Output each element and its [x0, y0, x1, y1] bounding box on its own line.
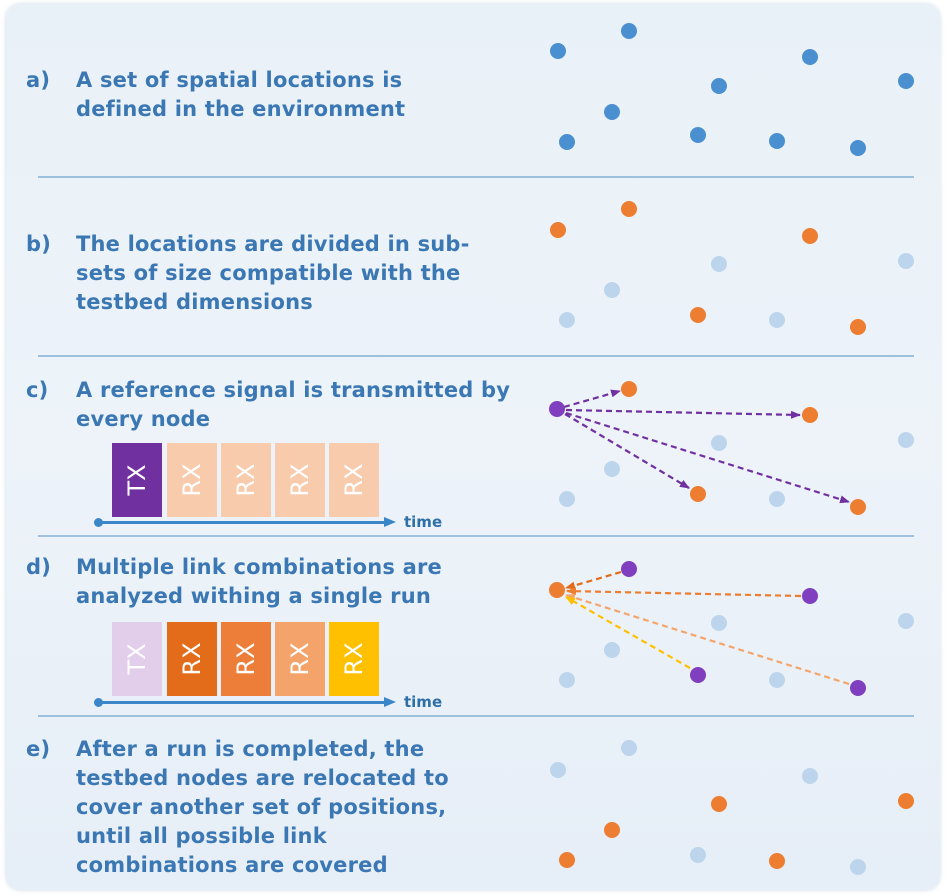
panel-d-links — [565, 570, 850, 686]
subset-dot — [604, 822, 620, 838]
faded-dot — [559, 312, 575, 328]
transmitter-dot — [850, 680, 866, 696]
faded-dot — [711, 435, 727, 451]
faded-dot — [802, 768, 818, 784]
link-arrow — [566, 587, 802, 598]
subset-dot — [769, 853, 785, 869]
panel-c-locations — [549, 381, 914, 515]
transmitter-dot — [690, 667, 706, 683]
step-d-letter: d) — [26, 555, 52, 579]
link-arrow — [565, 596, 691, 669]
faded-dot — [604, 461, 620, 477]
panel-d-locations — [549, 561, 914, 696]
faded-dot — [550, 762, 566, 778]
location-dot — [604, 104, 620, 120]
timeline-d: time — [94, 693, 454, 713]
faded-dot — [850, 859, 866, 875]
timeline-d-axis — [98, 701, 384, 704]
link-arrow — [565, 593, 850, 686]
faded-dot — [898, 432, 914, 448]
timeline-d-arrowhead — [384, 697, 396, 707]
step-d-text: Multiple link combinations are analyzed … — [76, 555, 442, 608]
receiver-dot — [549, 582, 565, 598]
faded-dot — [769, 491, 785, 507]
subset-dot — [690, 307, 706, 323]
panel-e-locations — [550, 740, 914, 875]
step-a-letter: a) — [26, 68, 51, 92]
subset-dot — [621, 201, 637, 217]
subset-dot — [690, 486, 706, 502]
step-e-text: After a run is completed, the testbed no… — [76, 737, 449, 877]
slot-d-5: RX — [329, 622, 379, 696]
subset-dot — [802, 407, 818, 423]
location-dot — [850, 140, 866, 156]
faded-dot — [559, 491, 575, 507]
panel-b-locations — [550, 201, 914, 335]
faded-dot — [769, 312, 785, 328]
divider-a-b — [38, 176, 914, 178]
divider-b-c — [38, 355, 914, 357]
slot-d-4: RX — [275, 622, 325, 696]
transmitter-dot — [549, 401, 565, 417]
location-dot — [559, 134, 575, 150]
link-arrow — [565, 408, 801, 419]
location-dot — [802, 49, 818, 65]
faded-dot — [604, 642, 620, 658]
transmitter-dot — [621, 561, 637, 577]
panel-c-links — [563, 389, 850, 504]
faded-dot — [690, 847, 706, 863]
faded-dot — [769, 672, 785, 688]
subset-dot — [621, 381, 637, 397]
slot-d-1: TX — [112, 622, 162, 696]
faded-dot — [711, 256, 727, 272]
subset-dot — [711, 796, 727, 812]
location-dot — [898, 73, 914, 89]
faded-dot — [898, 253, 914, 269]
timeline-c: time — [94, 513, 454, 533]
slot-c-4: RX — [275, 443, 325, 517]
slot-c-1: TX — [112, 443, 162, 517]
faded-dot — [604, 282, 620, 298]
subset-dot — [550, 222, 566, 238]
faded-dot — [621, 740, 637, 756]
timeline-c-axis — [98, 521, 384, 524]
step-c-text: A reference signal is transmitted by eve… — [76, 378, 511, 431]
slot-c-3: RX — [221, 443, 271, 517]
location-dot — [690, 127, 706, 143]
subset-dot — [850, 499, 866, 515]
divider-d-e — [38, 715, 914, 717]
location-dot — [711, 78, 727, 94]
timeline-c-arrowhead — [384, 517, 396, 527]
subset-dot — [559, 852, 575, 868]
panel-a-locations — [550, 23, 914, 156]
slot-c-5: RX — [329, 443, 379, 517]
location-dot — [621, 23, 637, 39]
link-arrow — [565, 411, 850, 504]
faded-dot — [559, 672, 575, 688]
divider-c-d — [38, 535, 914, 537]
subset-dot — [802, 228, 818, 244]
link-arrow — [564, 413, 690, 489]
transmitter-dot — [802, 588, 818, 604]
faded-dot — [711, 615, 727, 631]
subset-dot — [850, 319, 866, 335]
step-b-letter: b) — [26, 232, 52, 256]
slot-d-2: RX — [167, 622, 217, 696]
slot-c-2: RX — [167, 443, 217, 517]
timeline-d-label: time — [404, 693, 443, 711]
subset-dot — [898, 793, 914, 809]
link-arrow — [563, 389, 621, 409]
timeline-c-label: time — [404, 513, 443, 531]
location-dot — [550, 43, 566, 59]
step-a-text: A set of spatial locations is defined in… — [76, 68, 406, 121]
step-c-letter: c) — [26, 378, 49, 402]
faded-dot — [898, 613, 914, 629]
slot-d-3: RX — [221, 622, 271, 696]
link-arrow — [565, 570, 622, 590]
step-e-letter: e) — [26, 737, 51, 761]
location-dot — [769, 133, 785, 149]
step-b-text: The locations are divided in sub- sets o… — [76, 232, 470, 314]
